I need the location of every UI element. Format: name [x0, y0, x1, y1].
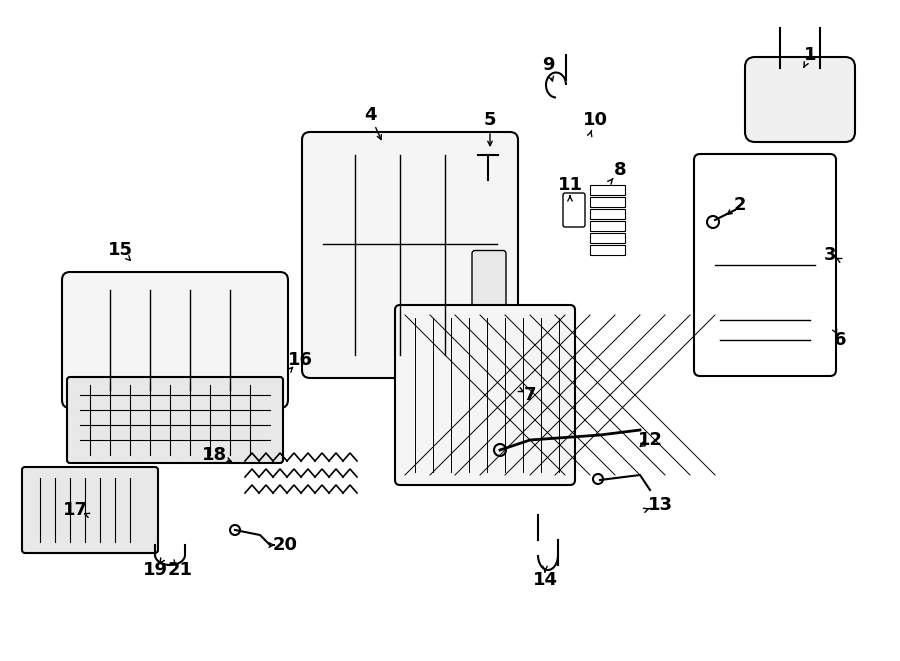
Bar — [590, 245, 625, 255]
Text: 7: 7 — [524, 386, 536, 404]
Text: 8: 8 — [614, 161, 626, 179]
Text: 2: 2 — [734, 196, 746, 214]
FancyBboxPatch shape — [67, 377, 283, 463]
Text: 5: 5 — [484, 111, 496, 129]
Text: 19: 19 — [142, 561, 167, 579]
Text: 20: 20 — [273, 536, 298, 554]
Text: 10: 10 — [582, 111, 608, 129]
FancyBboxPatch shape — [745, 57, 855, 142]
Text: 1: 1 — [804, 46, 816, 64]
FancyBboxPatch shape — [22, 467, 158, 553]
FancyBboxPatch shape — [395, 305, 575, 485]
Text: 13: 13 — [647, 496, 672, 514]
Text: 11: 11 — [557, 176, 582, 194]
Text: 15: 15 — [107, 241, 132, 259]
Bar — [590, 221, 625, 231]
Bar — [590, 185, 625, 195]
Text: 17: 17 — [62, 501, 87, 519]
Text: 9: 9 — [542, 56, 554, 74]
Text: 21: 21 — [167, 561, 193, 579]
Text: 6: 6 — [833, 331, 846, 349]
Text: 18: 18 — [202, 446, 228, 464]
FancyBboxPatch shape — [472, 251, 506, 327]
Bar — [590, 233, 625, 243]
FancyBboxPatch shape — [302, 132, 518, 378]
Text: 4: 4 — [364, 106, 376, 124]
Bar — [590, 209, 625, 219]
Text: 3: 3 — [824, 246, 836, 264]
Text: 14: 14 — [533, 571, 557, 589]
Text: 16: 16 — [287, 351, 312, 369]
Text: 12: 12 — [637, 431, 662, 449]
FancyBboxPatch shape — [62, 272, 288, 408]
Bar — [590, 197, 625, 207]
